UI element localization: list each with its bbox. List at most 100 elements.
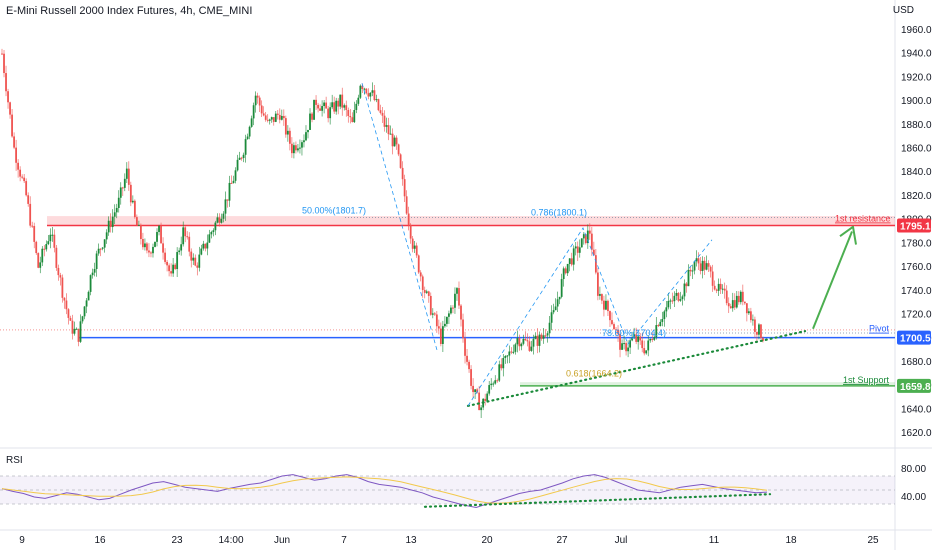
candle-body (498, 364, 501, 381)
candle-body (377, 99, 380, 111)
level-bands (0, 216, 895, 387)
candle-body (478, 392, 481, 411)
candle-body (550, 312, 553, 323)
support-label: 1st Support (843, 375, 890, 385)
candle-body (647, 340, 650, 351)
rsi-tick-label: 40.00 (901, 492, 926, 503)
candle-body (156, 232, 158, 242)
candle-body (218, 217, 221, 223)
candle-body (439, 328, 442, 344)
resistance-value-tag (897, 218, 931, 233)
candle-body (258, 97, 261, 106)
candle-body (586, 230, 589, 244)
price-tick-label: 1860.0 (901, 143, 932, 154)
candle-body (709, 266, 712, 272)
candle-body (584, 234, 587, 244)
price-tick-label: 1680.0 (901, 357, 932, 368)
candle-body (41, 248, 44, 263)
candle-body (623, 343, 625, 345)
candle-body (464, 338, 466, 356)
candle-body (685, 283, 688, 287)
candle-body (429, 295, 432, 315)
candle-body (162, 243, 164, 253)
candle-body (433, 313, 436, 315)
candle-body (611, 320, 613, 325)
candle-body (55, 247, 58, 268)
fib-swing-line-2 (467, 227, 713, 407)
candle-body (212, 230, 215, 233)
candle-body (238, 157, 241, 160)
candle-body (337, 100, 340, 107)
candle-body (719, 283, 722, 290)
candle-body (599, 294, 601, 296)
candle-body (518, 338, 521, 347)
fib-label-786: 78.60%(1704.4) (602, 328, 666, 338)
candle-body (99, 248, 102, 250)
time-tick-label: 9 (19, 535, 25, 546)
candle-body (133, 200, 136, 218)
candle-body (305, 132, 307, 141)
candle-body (590, 233, 593, 250)
candle-body (301, 142, 303, 148)
candle-body (754, 319, 756, 332)
candle-body (272, 117, 275, 122)
candle-body (466, 355, 468, 362)
currency-label: USD (892, 5, 914, 16)
pivot-value-tag (897, 330, 931, 345)
candle-body (701, 260, 704, 272)
candle-body (303, 140, 305, 143)
candle-body (735, 295, 738, 308)
candle-body (417, 255, 420, 273)
candle-body (158, 225, 160, 233)
candle-body (474, 389, 476, 393)
time-tick-label: 14:00 (218, 535, 243, 546)
candle-body (687, 269, 690, 287)
candle-body (150, 252, 152, 254)
candle-body (645, 350, 648, 354)
candle-body (739, 291, 742, 303)
candle-body (31, 225, 34, 227)
candle-body (752, 319, 754, 321)
candle-body (331, 102, 334, 108)
candle-body (317, 104, 319, 109)
candle-body (437, 326, 440, 329)
resistance-label: 1st resistance (835, 213, 891, 223)
time-axis[interactable]: 9 16 23 14:00 Jun 7 13 20 27 Jul 11 18 25 (19, 535, 879, 546)
projection-arrow-shaft (812, 231, 853, 330)
candle-body (174, 264, 177, 270)
candle-body (5, 73, 7, 92)
candle-body (266, 119, 269, 121)
candle-body (164, 252, 166, 262)
candle-body (85, 300, 88, 307)
candle-body (79, 321, 82, 342)
candle-body (228, 182, 231, 201)
price-tick-label: 1880.0 (901, 120, 932, 131)
candle-body (125, 168, 128, 179)
candle-body (244, 139, 247, 155)
candle-body (403, 179, 406, 197)
candle-body (578, 247, 581, 253)
candle-body (689, 269, 692, 272)
candle-body (548, 322, 551, 334)
candle-body (500, 364, 503, 369)
candle-body (741, 291, 744, 302)
candle-body (462, 319, 464, 339)
candle-body (65, 300, 68, 310)
time-tick-label: 23 (171, 535, 183, 546)
candle-body (546, 333, 549, 336)
candle-body (673, 295, 676, 302)
candle-body (639, 336, 642, 341)
candle-body (230, 182, 233, 184)
price-tick-label: 1940.0 (901, 49, 932, 60)
candle-body (325, 102, 328, 109)
candle-body (458, 288, 460, 306)
candle-body (270, 117, 273, 120)
rsi-tick-label: 80.00 (901, 464, 926, 475)
candle-body (401, 167, 404, 180)
candle-body (355, 103, 358, 110)
candle-body (75, 328, 78, 330)
candle-body (335, 100, 338, 112)
candle-body (472, 385, 474, 393)
candle-body (83, 306, 86, 317)
